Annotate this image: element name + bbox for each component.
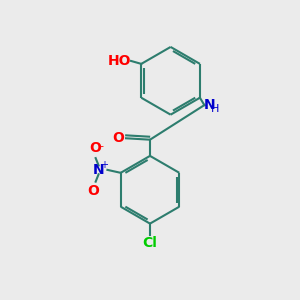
- Text: N: N: [93, 163, 104, 177]
- Text: O: O: [90, 141, 102, 155]
- Text: N: N: [204, 98, 215, 112]
- Text: H: H: [212, 103, 220, 114]
- Text: Cl: Cl: [142, 236, 158, 250]
- Text: -: -: [100, 141, 104, 151]
- Text: O: O: [87, 184, 99, 198]
- Text: O: O: [112, 131, 124, 145]
- Text: HO: HO: [108, 54, 131, 68]
- Text: +: +: [100, 160, 108, 170]
